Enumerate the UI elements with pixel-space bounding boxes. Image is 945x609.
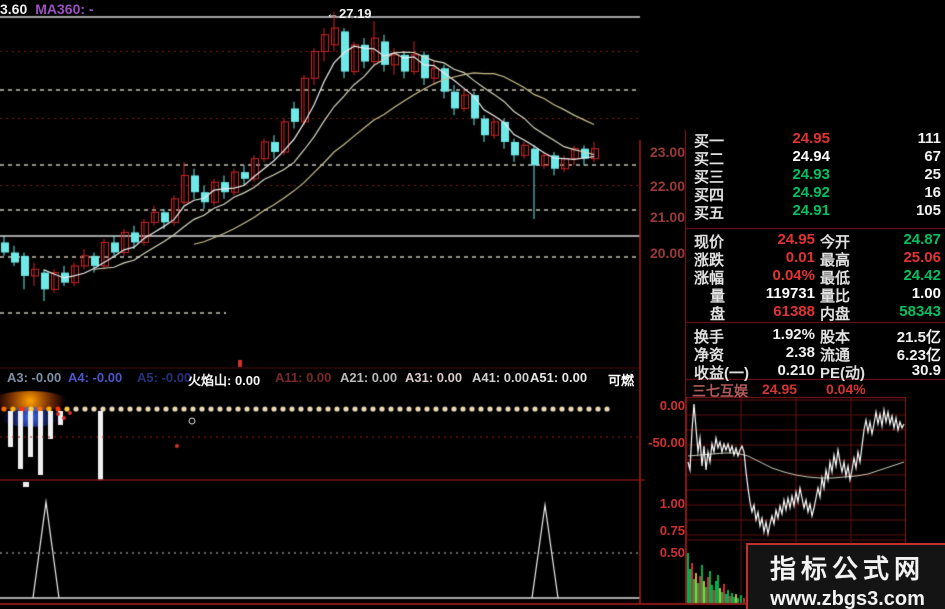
price-stats-rows: 现价 24.95 今开 24.87 涨跌 0.01 最高 25.06 涨幅 0.04% 最低 24.4…	[686, 231, 945, 323]
ma-value-partial: 3.60	[0, 1, 28, 17]
minute-chart-title[interactable]: 三七互娱 24.95 0.04%	[686, 381, 945, 399]
stat-row: 盘 61388 内盘 58343	[686, 303, 945, 323]
indicator-value: A11: 0.00	[275, 370, 332, 385]
watermark: 指标公式网 www.zbgs3.com	[746, 543, 945, 609]
stat-value-left: 1.92%	[772, 326, 815, 343]
stat-value-left: 2.38	[785, 344, 815, 361]
indicator-value: A4: -0.00	[68, 370, 123, 385]
stat-label-right: PE(动)	[820, 365, 866, 382]
kline-header: 3.60 MA360: -	[0, 1, 94, 17]
stat-label-left: 净资	[694, 347, 725, 364]
stat-label-right: 内盘	[820, 306, 851, 323]
stat-value-right: 21.5亿	[896, 329, 941, 346]
stat-label-left: 收益(一)	[694, 365, 749, 382]
stat-row: 现价 24.95 今开 24.87	[686, 231, 945, 251]
bid-price[interactable]: 24.93	[792, 166, 830, 183]
stock-change-percent: 0.04%	[826, 381, 866, 397]
bid-row[interactable]: 买二 24.94 67	[686, 148, 945, 168]
stock-name[interactable]: 三七互娱	[692, 383, 748, 399]
indicator-axis-label: 0.75	[659, 523, 685, 538]
stat-label-left: 量	[710, 288, 726, 305]
bid-volume: 105	[915, 202, 941, 219]
indicator-value: A5: -0.00	[137, 370, 192, 385]
price-axis-label: 21.00	[649, 209, 685, 225]
indicator-values-bar: A3: -0.00 A4: -0.00 A5: -0.00 火焰山: 0.00 A11:…	[0, 370, 640, 388]
stat-value-right: 25.06	[903, 249, 941, 266]
indicator-axis-label: 0.50	[659, 545, 685, 560]
watermark-site-name: 指标公式网	[769, 554, 925, 584]
bid-row[interactable]: 买四 24.92 16	[686, 184, 945, 204]
bid-price[interactable]: 24.94	[792, 148, 830, 165]
fundamental-stats-rows: 换手 1.92% 股本 21.5亿净资 2.38 流通 6.23亿收益(一) 0.210 PE(…	[686, 326, 945, 382]
bid-label: 买四	[694, 187, 725, 204]
high-price-annotation: ←27.19	[326, 6, 372, 21]
price-axis-label: 22.00	[649, 178, 685, 194]
stat-value-left: 0.01	[785, 249, 815, 266]
stat-row: 净资 2.38 流通 6.23亿	[686, 344, 945, 364]
bid-volume: 16	[924, 184, 941, 201]
bid-row[interactable]: 买三 24.93 25	[686, 166, 945, 186]
stat-label-right: 量比	[820, 288, 851, 305]
bid-row[interactable]: 买五 24.91 105	[686, 202, 945, 222]
price-axis-column: 23.00 22.00 21.00 20.00 0.00 -50.00 1.00 0.75 0.…	[639, 0, 685, 609]
indicator-value: A3: -0.00	[7, 370, 62, 385]
stat-value-right: 24.87	[903, 231, 941, 248]
stat-label-left: 现价	[694, 234, 725, 251]
bid-label: 买一	[694, 133, 725, 150]
indicator-axis-label: -50.00	[648, 435, 685, 450]
stat-row: 换手 1.92% 股本 21.5亿	[686, 326, 945, 346]
bid-price[interactable]: 24.91	[792, 202, 830, 219]
quote-panel: 买一 24.95 111 买二 24.94 67 买三 24.93 25 买四 24.92 16 买五 2…	[686, 0, 945, 609]
stat-label-right: 股本	[820, 329, 851, 346]
bid-volume: 25	[924, 166, 941, 183]
indicator-value: 火焰山: 0.00	[188, 373, 261, 388]
stat-label-left: 涨跌	[694, 252, 725, 269]
bid-label: 买三	[694, 169, 725, 186]
stat-value-right: 58343	[899, 303, 941, 320]
stat-label-right: 今开	[820, 234, 851, 251]
indicator-value: A31: 0.00	[405, 370, 463, 385]
indicator-value: A51: 0.00	[530, 370, 588, 385]
stat-label-left: 涨幅	[694, 270, 725, 287]
bid-volume: 111	[917, 130, 941, 147]
indicator-axis-label: 1.00	[659, 496, 685, 511]
stock-price: 24.95	[762, 381, 798, 397]
stat-row: 涨幅 0.04% 最低 24.42	[686, 267, 945, 287]
bid-label: 买五	[694, 205, 725, 222]
stat-value-right: 6.23亿	[896, 347, 941, 364]
bid-rows: 买一 24.95 111 买二 24.94 67 买三 24.93 25 买四 24.92 16 买五 2…	[686, 130, 945, 222]
price-axis-label: 20.00	[649, 245, 685, 261]
indicator-value: A41: 0.00	[472, 370, 530, 385]
indicator-axis-label: 0.00	[659, 398, 685, 413]
indicator-value: 可燃	[608, 373, 635, 388]
ma360-label: MA360: -	[35, 1, 94, 17]
stat-label-left: 盘	[710, 306, 726, 323]
stat-value-left: 119731	[765, 285, 815, 302]
stat-label-right: 最高	[820, 252, 851, 269]
stat-value-left: 61388	[773, 303, 815, 320]
stat-value-left: 24.95	[777, 231, 815, 248]
stat-value-right: 30.9	[911, 362, 941, 379]
bid-price[interactable]: 24.95	[792, 130, 830, 147]
stat-label-right: 最低	[820, 270, 851, 287]
bid-label: 买二	[694, 151, 725, 168]
bid-price[interactable]: 24.92	[792, 184, 830, 201]
stat-value-left: 0.04%	[772, 267, 815, 284]
stat-row: 涨跌 0.01 最高 25.06	[686, 249, 945, 269]
indicator-value: A21: 0.00	[340, 370, 398, 385]
stat-label-right: 流通	[820, 347, 851, 364]
stat-label-left: 换手	[694, 329, 725, 346]
stat-value-left: 0.210	[777, 362, 815, 379]
watermark-url: www.zbgs3.com	[770, 588, 925, 609]
bid-row[interactable]: 买一 24.95 111	[686, 130, 945, 150]
stat-value-right: 24.42	[903, 267, 941, 284]
stat-row: 量 119731 量比 1.00	[686, 285, 945, 305]
bid-volume: 67	[924, 148, 941, 165]
stat-value-right: 1.00	[911, 285, 941, 302]
stat-row: 收益(一) 0.210 PE(动) 30.9	[686, 362, 945, 382]
price-axis-label: 23.00	[649, 144, 685, 160]
